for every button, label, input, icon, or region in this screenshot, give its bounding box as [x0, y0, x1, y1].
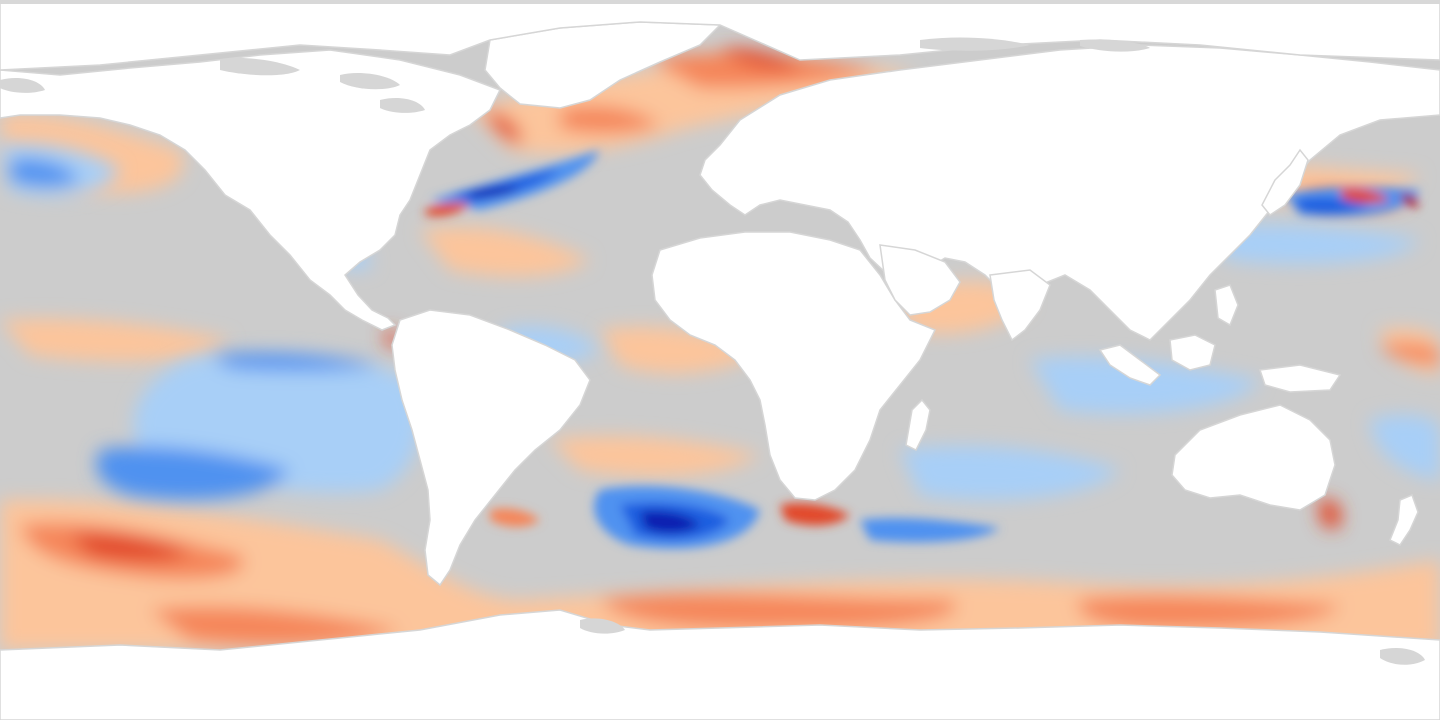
- madagascar-landmass: [905, 398, 931, 452]
- sumatra-landmass: [1098, 344, 1162, 386]
- arctic-landmass: [0, 0, 1440, 71]
- sea-ice-fragments: [0, 37, 1425, 665]
- india-landmass: [989, 269, 1051, 342]
- antarctica-landmass: [0, 609, 1440, 720]
- south-america-landmass: [391, 309, 591, 587]
- top-border: [0, 0, 1440, 4]
- gulf-stream-eddies: [425, 150, 600, 217]
- arabia-landmass: [879, 244, 961, 316]
- africa-landmass: [651, 231, 937, 501]
- philippines-landmass: [1214, 284, 1239, 327]
- japan-landmass: [1261, 148, 1309, 217]
- new-zealand-landmass: [1389, 494, 1419, 546]
- new-guinea-landmass: [1258, 364, 1342, 393]
- cold-anomaly-region: [0, 143, 1440, 500]
- kuroshio-eddies: [1285, 186, 1420, 217]
- north-america-landmass: [0, 49, 502, 331]
- australia-landmass: [1171, 404, 1336, 511]
- borneo-landmass: [1169, 334, 1216, 371]
- agulhas-eddies: [490, 503, 1000, 543]
- warm-anomaly-region: [0, 499, 1440, 650]
- warm-anomaly-north-atlantic: [470, 47, 915, 154]
- cold-anomaly-south-atlantic: [594, 486, 760, 549]
